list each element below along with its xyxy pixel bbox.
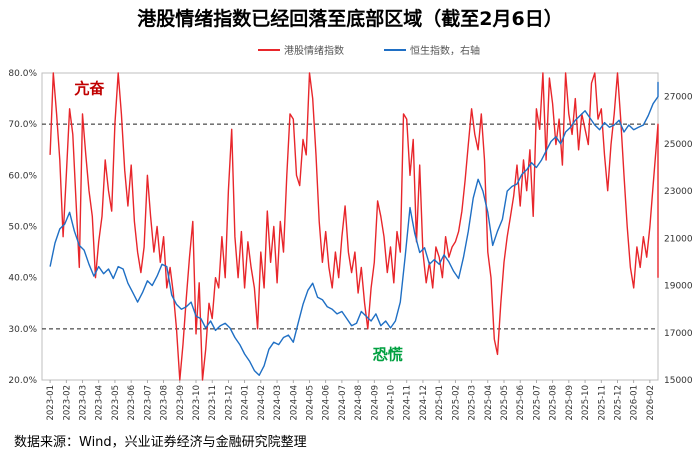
x-axis-tick: 2023-06: [127, 385, 137, 421]
x-axis-tick: 2025-07: [532, 385, 542, 421]
legend-item-hsi: 恒生指数，右轴: [384, 42, 480, 57]
x-axis-tick: 2025-02: [451, 385, 461, 421]
x-axis-tick: 2025-10: [581, 385, 591, 421]
x-axis-tick: 2025-12: [613, 385, 623, 421]
x-axis-tick: 2024-07: [338, 385, 348, 421]
x-axis-tick: 2023-09: [176, 385, 186, 421]
left-axis-tick: 40.0%: [8, 274, 37, 284]
x-axis-tick: 2025-11: [597, 385, 607, 421]
right-axis-tick: 21000: [664, 234, 693, 244]
x-axis-tick: 2025-05: [500, 385, 510, 421]
left-axis-tick: 20.0%: [8, 376, 37, 386]
legend-label-sentiment: 港股情绪指数: [284, 46, 344, 57]
x-axis-tick: 2025-08: [549, 385, 559, 421]
x-axis-tick: 2023-10: [192, 385, 202, 421]
x-axis-tick: 2023-08: [160, 385, 170, 421]
left-axis-tick: 50.0%: [8, 223, 37, 233]
x-axis-tick: 2023-03: [79, 385, 89, 421]
x-axis-tick: 2023-05: [111, 385, 121, 421]
x-axis-tick: 2026-01: [630, 385, 640, 421]
x-axis-tick: 2026-02: [646, 385, 656, 421]
left-axis-tick: 70.0%: [8, 120, 37, 130]
right-axis-tick: 23000: [664, 187, 693, 197]
right-axis-tick: 27000: [664, 93, 693, 103]
x-axis-tick: 2023-07: [143, 385, 153, 421]
right-axis-tick: 19000: [664, 282, 693, 292]
legend-swatch-hsi: [384, 48, 406, 51]
x-axis-tick: 2023-02: [62, 385, 72, 421]
x-axis-tick: 2025-04: [484, 385, 494, 421]
x-axis-tick: 2023-04: [95, 385, 105, 421]
x-axis-tick: 2025-03: [468, 385, 478, 421]
legend-swatch-sentiment: [258, 48, 280, 51]
x-axis-tick: 2024-02: [257, 385, 267, 421]
x-axis-tick: 2024-06: [322, 385, 332, 421]
source-note: 数据来源：Wind，兴业证券经济与金融研究院整理: [14, 435, 307, 450]
annotation-panic: 恐慌: [373, 346, 403, 364]
right-axis-tick: 15000: [664, 376, 693, 386]
annotation-euphoria: 亢奋: [74, 79, 105, 97]
left-axis-tick: 30.0%: [8, 325, 37, 335]
sentiment-index-line: [49, 72, 659, 381]
x-axis-tick: 2024-10: [387, 385, 397, 421]
x-axis-tick: 2023-11: [208, 385, 218, 421]
x-axis-tick: 2025-06: [516, 385, 526, 421]
x-axis-tick: 2024-04: [289, 385, 299, 421]
legend-label-hsi: 恒生指数，右轴: [410, 46, 480, 57]
right-axis-tick: 25000: [664, 140, 693, 150]
left-axis-tick: 80.0%: [8, 69, 37, 79]
x-axis-tick: 2024-05: [305, 385, 315, 421]
x-axis-tick: 2024-11: [403, 385, 413, 421]
chart-title: 港股情绪指数已经回落至底部区域（截至2月6日）: [137, 8, 563, 30]
left-axis-tick: 60.0%: [8, 171, 37, 181]
x-axis-tick: 2024-12: [419, 385, 429, 421]
x-axis-tick: 2023-01: [46, 385, 56, 421]
x-axis-tick: 2024-09: [370, 385, 380, 421]
x-axis-tick: 2025-01: [435, 385, 445, 421]
right-axis-tick: 17000: [664, 329, 693, 339]
x-axis-tick: 2024-03: [273, 385, 283, 421]
x-axis-tick: 2025-09: [565, 385, 575, 421]
hang-seng-index-line: [49, 81, 659, 376]
x-axis-tick: 2024-08: [354, 385, 364, 421]
legend-item-sentiment: 港股情绪指数: [258, 42, 344, 57]
x-axis-tick: 2023-12: [224, 385, 234, 421]
x-axis-tick: 2024-01: [241, 385, 251, 421]
